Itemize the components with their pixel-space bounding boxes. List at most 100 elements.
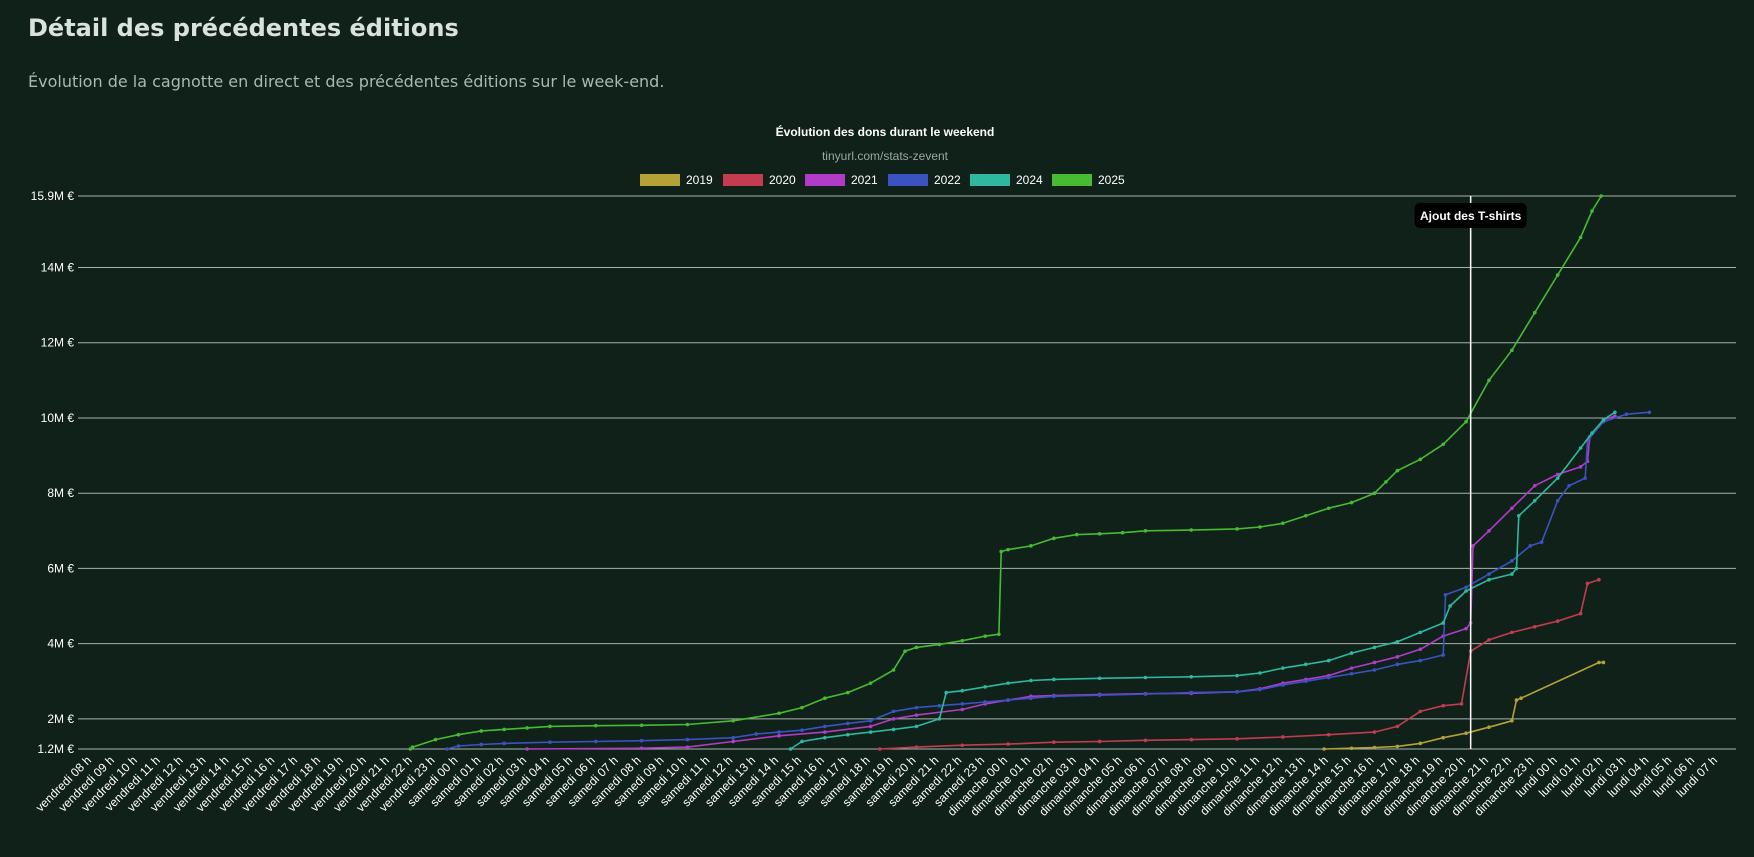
data-point — [1487, 638, 1491, 642]
data-point — [1487, 572, 1491, 576]
data-point — [1443, 592, 1448, 597]
legend-swatch — [805, 174, 845, 186]
data-point — [1441, 703, 1445, 708]
data-point — [731, 735, 736, 740]
data-point — [1599, 194, 1604, 198]
data-point — [754, 732, 758, 736]
data-point — [1459, 702, 1464, 706]
data-point — [914, 705, 919, 710]
legend-item-2024[interactable]: 2024 — [970, 173, 1043, 187]
data-point — [891, 727, 896, 732]
data-point — [983, 634, 987, 638]
chart-legend[interactable]: 2019 2020 2021 2022 2024 2025 — [640, 173, 1125, 187]
data-point — [1395, 724, 1400, 729]
legend-label: 2021 — [851, 173, 878, 187]
data-point — [1349, 666, 1354, 670]
data-point — [777, 730, 781, 734]
legend-item-2021[interactable]: 2021 — [805, 173, 878, 187]
y-tick-label: 12M € — [41, 336, 75, 350]
data-point — [1464, 419, 1468, 424]
data-point — [1052, 677, 1056, 682]
data-point — [1583, 476, 1587, 480]
data-point — [891, 717, 896, 721]
data-point — [1029, 544, 1033, 548]
data-point — [1613, 410, 1617, 415]
data-point — [1585, 581, 1590, 586]
data-point — [1052, 536, 1056, 541]
data-point — [1601, 660, 1606, 665]
data-point — [1235, 690, 1239, 694]
data-point — [1418, 457, 1423, 462]
data-point — [1006, 742, 1010, 746]
data-point — [823, 724, 827, 729]
data-point — [1303, 662, 1308, 667]
legend-item-2025[interactable]: 2025 — [1052, 173, 1125, 187]
data-point — [1578, 611, 1583, 616]
data-point — [1235, 527, 1239, 531]
legend-item-2019[interactable]: 2019 — [640, 173, 713, 187]
data-point — [1510, 348, 1514, 353]
data-point — [1303, 679, 1308, 684]
y-tick-label: 4M € — [47, 637, 74, 651]
y-tick-label: 14M € — [41, 260, 75, 274]
data-point — [1441, 621, 1445, 625]
y-tick-label: 15.9M € — [31, 189, 75, 203]
data-point — [914, 645, 919, 650]
data-point — [1097, 532, 1102, 536]
data-point — [1372, 745, 1377, 750]
data-point — [479, 729, 484, 733]
data-point — [731, 718, 736, 723]
annotation-label: Ajout des T-shirts — [1420, 209, 1522, 223]
series-line-2025 — [409, 195, 1602, 750]
chart-title: Évolution des dons durant le weekend — [776, 124, 995, 139]
data-point — [1395, 639, 1400, 644]
data-point — [1097, 693, 1102, 698]
legend-swatch — [723, 174, 763, 186]
data-point — [1258, 687, 1262, 692]
data-point — [1441, 653, 1445, 657]
data-point — [845, 732, 850, 737]
data-point — [914, 724, 919, 729]
data-point — [1326, 675, 1331, 680]
data-point — [1514, 698, 1519, 702]
data-point — [548, 724, 552, 729]
data-point — [445, 747, 449, 751]
data-point — [1418, 709, 1423, 714]
data-point — [1487, 577, 1491, 582]
annotation-box — [1414, 203, 1527, 228]
data-point — [1590, 209, 1594, 213]
data-point — [937, 717, 942, 721]
data-point — [823, 696, 827, 701]
data-point — [1235, 737, 1239, 741]
data-point — [1514, 566, 1519, 571]
data-point — [868, 724, 873, 729]
legend-label: 2024 — [1016, 173, 1043, 187]
legend-item-2022[interactable]: 2022 — [888, 173, 961, 187]
data-point — [685, 722, 690, 727]
data-point — [639, 738, 644, 743]
data-point — [639, 746, 644, 751]
data-point — [1326, 506, 1331, 511]
series-2021 — [525, 414, 1617, 751]
series-2022 — [445, 410, 1652, 751]
legend-swatch — [1052, 174, 1092, 186]
data-point — [410, 745, 415, 749]
data-point — [1597, 577, 1601, 582]
data-point — [823, 730, 827, 734]
chart-subtitle: tinyurl.com/stats-zevent — [822, 149, 949, 163]
series-2024 — [788, 410, 1617, 751]
data-point — [1349, 671, 1354, 676]
data-point — [1189, 528, 1194, 532]
data-point — [903, 649, 907, 653]
data-point — [944, 690, 949, 695]
data-point — [1555, 619, 1560, 623]
legend-item-2020[interactable]: 2020 — [723, 173, 796, 187]
data-point — [1372, 730, 1377, 734]
data-point — [685, 737, 690, 742]
data-point — [1281, 683, 1285, 687]
data-point — [1097, 676, 1102, 681]
data-point — [1532, 483, 1537, 488]
data-point — [1578, 446, 1583, 450]
